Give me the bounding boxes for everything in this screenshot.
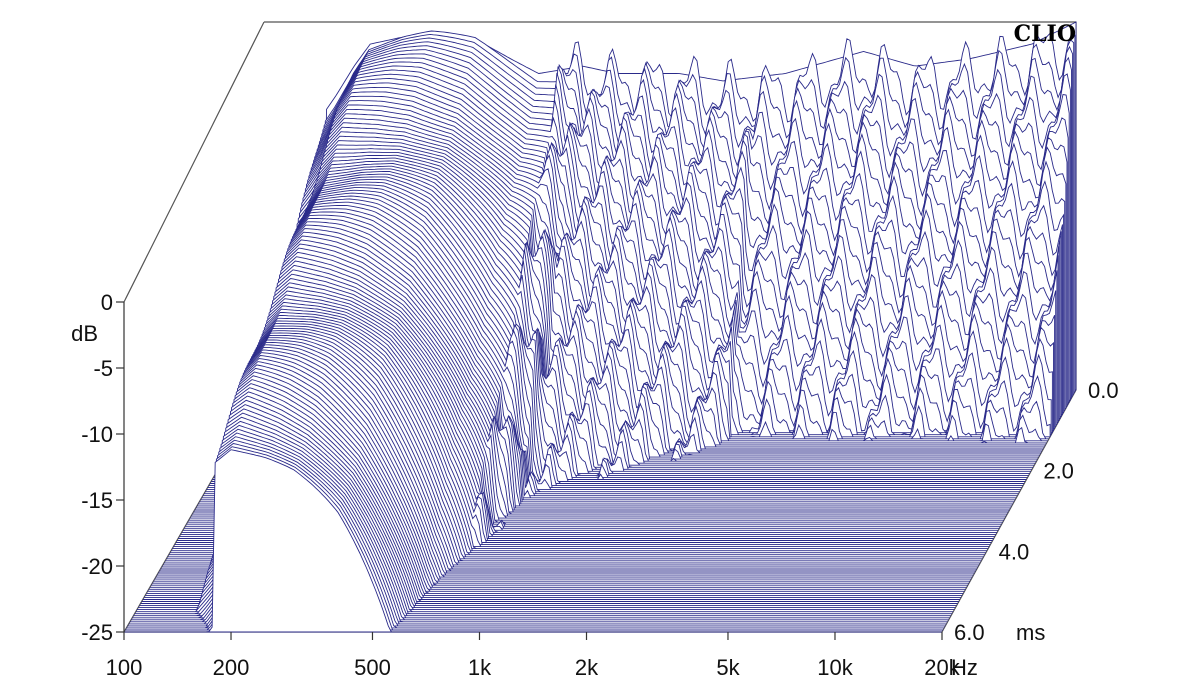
axes: 0 -5 -10 -15 -20 -25 dB 100 200 500 1k 2k 5k 10k 20kHz… <box>71 290 1119 680</box>
z-tick-label-1: 2.0 <box>1043 459 1074 484</box>
z-tick-label-3: 6.0 <box>954 620 985 645</box>
waterfall-slices <box>124 21 1077 633</box>
z-tick-label-0: 0.0 <box>1088 378 1119 403</box>
x-tick-label-5: 5k <box>716 655 740 680</box>
x-tick-label-3: 1k <box>468 655 492 680</box>
x-tick-label-2: 500 <box>354 655 391 680</box>
y-tick-label-1: -5 <box>93 356 113 381</box>
x-tick-label-7: 20k <box>924 655 960 680</box>
y-tick-label-2: -10 <box>81 422 113 447</box>
x-tick-label-4: 2k <box>575 655 599 680</box>
x-axis-unit: Hz <box>951 655 978 680</box>
y-tick-label-3: -15 <box>81 488 113 513</box>
brand-label: CLIO <box>1014 21 1076 47</box>
y-tick-label-4: -20 <box>81 554 113 579</box>
frame-edge-1 <box>123 21 265 303</box>
x-tick-label-0: 100 <box>106 655 143 680</box>
y-tick-label-0: 0 <box>101 290 113 315</box>
x-tick-label-6: 10k <box>817 655 853 680</box>
slice-119 <box>124 449 942 633</box>
z-axis-unit: ms <box>1016 620 1045 645</box>
z-tick-label-2: 4.0 <box>999 539 1030 564</box>
x-tick-label-1: 200 <box>213 655 250 680</box>
y-tick-label-5: -25 <box>81 620 113 645</box>
y-axis-unit: dB <box>71 321 98 346</box>
